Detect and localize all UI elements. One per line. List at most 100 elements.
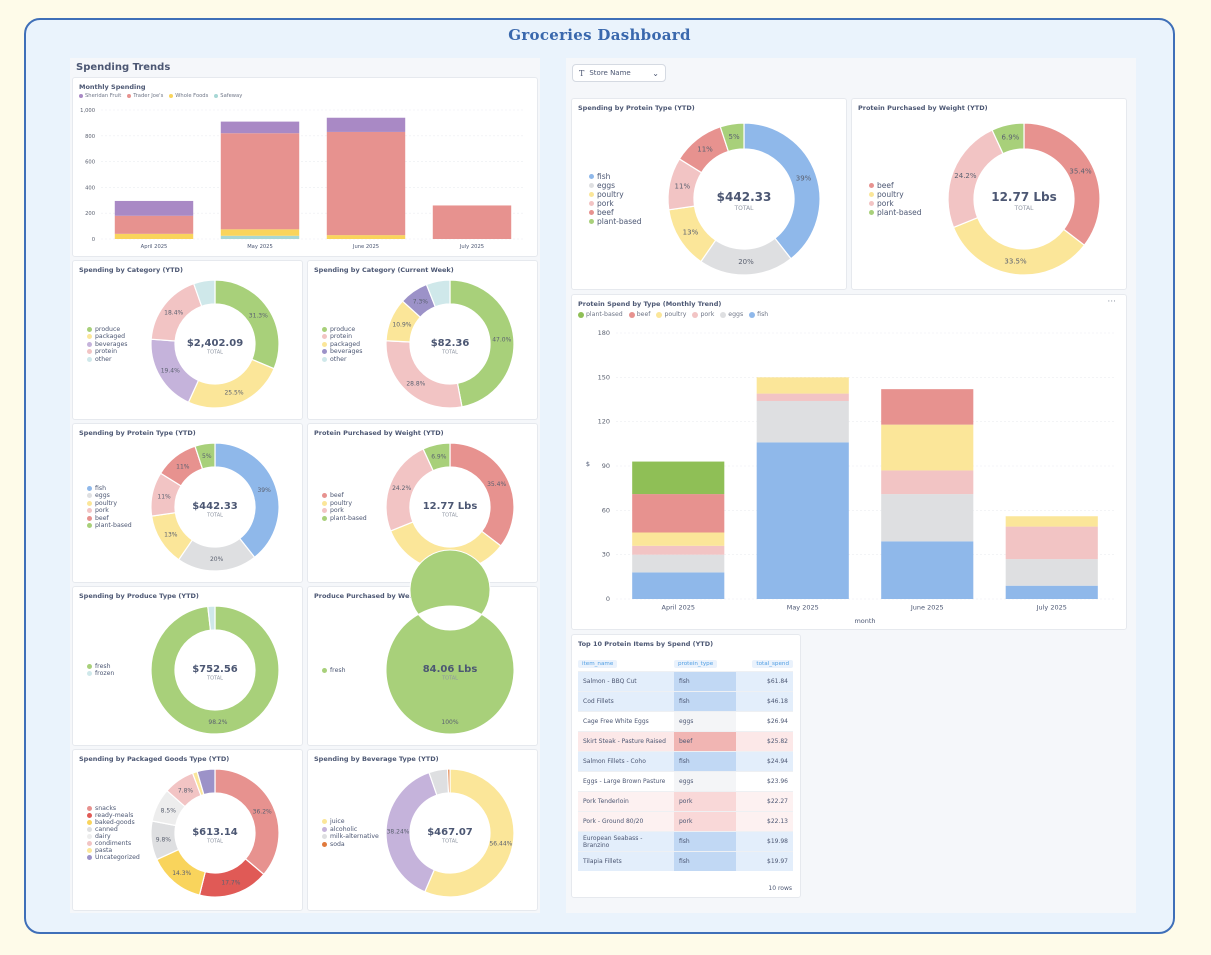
legend-item[interactable]: beverages (322, 348, 363, 356)
table-row[interactable]: Salmon Fillets - Coho fish $24.94 (578, 751, 793, 772)
legend-item[interactable]: beef (322, 492, 367, 500)
legend-item[interactable]: Uncategorized (87, 854, 140, 861)
legend-item[interactable]: pork (322, 507, 367, 515)
donut-slice[interactable] (214, 768, 280, 876)
legend-item[interactable]: pork (589, 199, 641, 208)
legend-item[interactable]: canned (87, 826, 140, 833)
bar-segment[interactable] (114, 200, 194, 216)
legend-item[interactable]: snacks (87, 805, 140, 812)
column-header[interactable]: total_spend (736, 657, 793, 672)
bar-segment[interactable] (220, 229, 300, 236)
legend-item[interactable]: protein (322, 333, 363, 341)
donut-slice[interactable] (952, 216, 1086, 276)
legend-item[interactable]: other (322, 355, 363, 363)
legend-item[interactable]: plant-based (589, 217, 641, 226)
bar-segment[interactable] (326, 117, 406, 132)
category-week-card[interactable]: Spending by Category (Current Week) 47.0… (307, 260, 538, 420)
protein-weight-big-card[interactable]: Protein Purchased by Weight (YTD) 35.4% 3… (851, 98, 1127, 290)
legend-item[interactable]: packaged (322, 340, 363, 348)
bar-segment[interactable] (756, 442, 849, 599)
legend-item[interactable]: fish (87, 485, 132, 493)
table-row[interactable]: Eggs - Large Brown Pasture eggs $23.96 (578, 771, 793, 792)
legend-item[interactable]: poultry (589, 190, 641, 199)
bar-segment[interactable] (632, 532, 725, 546)
column-header[interactable]: protein_type (674, 657, 736, 672)
bar-segment[interactable] (881, 541, 974, 599)
legend-item[interactable]: beverages (87, 340, 128, 348)
donut-slice[interactable] (446, 768, 451, 794)
legend-item[interactable]: beef (87, 515, 132, 523)
legend-item[interactable]: ready-meals (87, 812, 140, 819)
legend-item[interactable]: poultry (656, 311, 686, 318)
protein-trend-card[interactable]: Protein Spend by Type (Monthly Trend) ··… (571, 294, 1127, 630)
column-header[interactable]: item_name (578, 657, 674, 672)
donut-slice[interactable] (187, 358, 275, 409)
bar-segment[interactable] (881, 389, 974, 425)
bar-segment[interactable] (881, 424, 974, 471)
legend-item[interactable]: condiments (87, 840, 140, 847)
table-row[interactable]: Skirt Steak - Pasture Raised beef $25.82 (578, 731, 793, 752)
legend-item[interactable]: produce (87, 325, 128, 333)
legend-item[interactable]: plant-based (322, 515, 367, 523)
legend-item[interactable]: beef (589, 208, 641, 217)
bar-segment[interactable] (220, 235, 300, 239)
bar-segment[interactable] (632, 461, 725, 495)
bar-segment[interactable] (632, 545, 725, 555)
monthly-spending-card[interactable]: Monthly Spending 0 200 400 600 800 1,000 April… (72, 77, 538, 257)
table-row[interactable]: European Seabass - Branzino fish $19.98 (578, 831, 793, 852)
donut-slice[interactable] (449, 442, 515, 547)
bar-segment[interactable] (756, 377, 849, 394)
bar-segment[interactable] (220, 133, 300, 230)
table-row[interactable]: Pork Tenderloin pork $22.27 (578, 791, 793, 812)
legend-item[interactable]: frozen (87, 670, 114, 678)
donut-slice[interactable] (1023, 122, 1101, 247)
table-row[interactable]: Pork - Ground 80/20 pork $22.13 (578, 811, 793, 832)
table-row[interactable]: Tilapia Fillets fish $19.97 (578, 851, 793, 871)
bar-segment[interactable] (756, 393, 849, 401)
legend-item[interactable]: dairy (87, 833, 140, 840)
legend-item[interactable]: fish (589, 172, 641, 181)
legend-item[interactable]: milk-alternative (322, 833, 379, 841)
legend-item[interactable]: eggs (720, 311, 743, 318)
legend-item[interactable]: juice (322, 818, 379, 826)
legend-item[interactable]: Trader Joe's (127, 93, 163, 99)
legend-item[interactable]: poultry (869, 190, 921, 199)
bar-segment[interactable] (1005, 559, 1098, 586)
donut-slice[interactable] (196, 768, 216, 796)
legend-item[interactable]: beef (869, 181, 921, 190)
legend-item[interactable]: produce (322, 325, 363, 333)
top10-table-card[interactable]: Top 10 Protein Items by Spend (YTD) item… (571, 634, 801, 898)
bar-segment[interactable] (632, 554, 725, 573)
bar-segment[interactable] (114, 215, 194, 234)
legend-item[interactable]: fresh (87, 663, 114, 671)
legend-item[interactable]: beef (628, 311, 650, 318)
protein-type-big-card[interactable]: Spending by Protein Type (YTD) 39% 20% 13%… (571, 98, 847, 290)
legend-item[interactable]: plant-based (869, 208, 921, 217)
legend-item[interactable]: baked-goods (87, 819, 140, 826)
legend-item[interactable]: pork (869, 199, 921, 208)
legend-item[interactable]: other (87, 355, 128, 363)
store-name-filter[interactable]: T Store Name ⌄ (572, 64, 666, 82)
more-options-icon[interactable]: ··· (1107, 297, 1116, 307)
donut-slice[interactable] (700, 237, 792, 276)
legend-item[interactable]: Whole Foods (169, 93, 208, 99)
bar-segment[interactable] (326, 235, 406, 239)
donut-slice[interactable] (192, 279, 216, 308)
beverage-type-card[interactable]: Spending by Beverage Type (YTD) 56.44% 38… (307, 749, 538, 911)
packaged-goods-card[interactable]: Spending by Packaged Goods Type (YTD) 36… (72, 749, 303, 911)
bar-segment[interactable] (326, 131, 406, 236)
legend-item[interactable]: Sheridan Fruit (79, 93, 121, 99)
donut-slice[interactable] (207, 605, 216, 631)
donut-slice[interactable] (422, 442, 451, 472)
table-row[interactable]: Cod Fillets fish $46.18 (578, 691, 793, 712)
table-row[interactable]: Cage Free White Eggs eggs $26.94 (578, 711, 793, 732)
legend-item[interactable]: poultry (322, 500, 367, 508)
legend-item[interactable]: soda (322, 841, 379, 849)
produce-type-card[interactable]: Spending by Produce Type (YTD) 98.2% $752… (72, 586, 303, 746)
bar-segment[interactable] (114, 233, 194, 239)
donut-slice[interactable] (194, 442, 216, 470)
table-row[interactable]: Salmon - BBQ Cut fish $61.84 (578, 671, 793, 692)
bar-segment[interactable] (881, 494, 974, 542)
bar-segment[interactable] (756, 400, 849, 443)
legend-item[interactable]: plant-based (87, 522, 132, 530)
